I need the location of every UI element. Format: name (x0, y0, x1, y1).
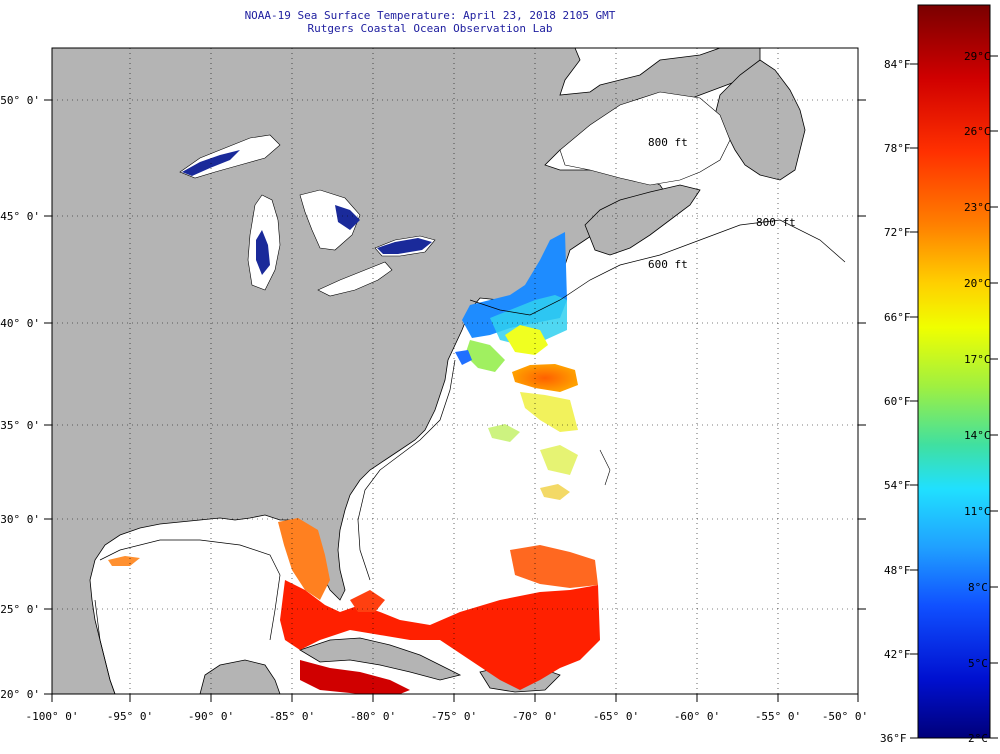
lon-label: -80° 0' (350, 710, 396, 723)
lat-label: 50° 0' (0, 94, 40, 107)
sst-slope-green (465, 340, 505, 372)
sst-florida-gulf (278, 518, 330, 600)
sst-sargasso-yellow (520, 392, 578, 432)
sst-subtropical-orange (510, 545, 598, 588)
sst-florida-strait (350, 590, 385, 612)
sst-sargasso-patch-1 (488, 424, 520, 442)
land-cuba (299, 637, 462, 681)
lon-label: -50° 0' (822, 710, 868, 723)
colorbar-f-label: 48°F (884, 564, 911, 577)
lon-label: -70° 0' (512, 710, 558, 723)
sst-slope-yellow (505, 325, 548, 355)
colorbar-c-label: 17°C (964, 353, 991, 366)
isobath-florida (599, 449, 611, 486)
colorbar-f-label: 84°F (884, 58, 911, 71)
map-title: NOAA-19 Sea Surface Temperature: April 2… (244, 9, 616, 22)
gulf-st-lawrence (559, 91, 731, 186)
lat-label: 30° 0' (0, 513, 40, 526)
land-north-america (52, 48, 761, 694)
sst-sargasso-patch-3 (540, 484, 570, 500)
lon-label: -85° 0' (269, 710, 315, 723)
lat-label: 40° 0' (0, 317, 40, 330)
lat-label: 25° 0' (0, 603, 40, 616)
isobath-southeast (357, 359, 456, 581)
colorbar-f-label: 36°F (880, 732, 907, 745)
lon-label: -75° 0' (431, 710, 477, 723)
sst-sargasso-patch-2 (540, 445, 578, 475)
colorbar-c-label: 11°C (964, 505, 991, 518)
colorbar-ticks (910, 55, 998, 739)
colorbar (917, 4, 991, 739)
lon-label: -55° 0' (755, 710, 801, 723)
isobath-label-3: 800 ft (756, 216, 796, 229)
colorbar-f-label: 60°F (884, 395, 911, 408)
sst-caribbean-deep (300, 660, 410, 694)
colorbar-c-label: 26°C (964, 125, 991, 138)
isobath-gulf (99, 539, 281, 641)
lon-label: -100° 0' (26, 710, 79, 723)
lon-label: -65° 0' (593, 710, 639, 723)
isobath-label-2: 600 ft (648, 258, 688, 271)
colorbar-f-label: 72°F (884, 226, 911, 239)
map-frame (51, 47, 859, 695)
colorbar-f-label: 78°F (884, 142, 911, 155)
colorbar-c-label: 8°C (968, 581, 988, 594)
lon-label: -60° 0' (674, 710, 720, 723)
colorbar-f-label: 66°F (884, 311, 911, 324)
lat-label: 45° 0' (0, 210, 40, 223)
lon-label: -90° 0' (188, 710, 234, 723)
lake-huron-sst (335, 205, 360, 230)
axis-ticks (44, 99, 866, 702)
colorbar-c-label: 5°C (968, 657, 988, 670)
colorbar-c-label: 29°C (964, 50, 991, 63)
colorbar-c-label: 23°C (964, 201, 991, 214)
sst-gulf-stream (512, 364, 578, 392)
colorbar-c-label: 2°C (968, 732, 988, 745)
isobath-northeast (469, 219, 846, 316)
colorbar-f-label: 42°F (884, 648, 911, 661)
isobath-gulf-south (94, 599, 116, 694)
land-nova-scotia (584, 184, 701, 256)
land-yucatan (199, 659, 281, 694)
isobath-label-1: 800 ft (648, 136, 688, 149)
colorbar-c-label: 14°C (964, 429, 991, 442)
colorbar-c-label: 20°C (964, 277, 991, 290)
lake-michigan-sst (256, 230, 270, 275)
lake-ontario-sst (377, 238, 432, 254)
lake-erie (317, 261, 393, 297)
colorbar-f-label: 54°F (884, 479, 911, 492)
map-subtitle: Rutgers Coastal Ocean Observation Lab (307, 22, 553, 35)
lat-label: 20° 0' (0, 688, 40, 701)
lake-huron (299, 189, 361, 251)
sst-mid-atlantic-blue (455, 350, 472, 365)
sst-gulf-west-patch (108, 556, 140, 566)
lat-label: 35° 0' (0, 419, 40, 432)
lon-label: -95° 0' (107, 710, 153, 723)
